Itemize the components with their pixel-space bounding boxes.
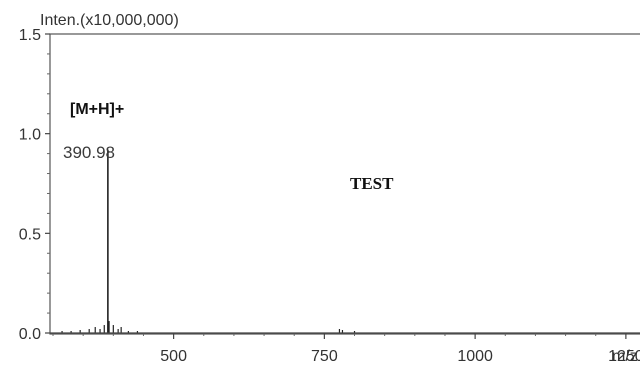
y-axis-title: Inten.(x10,000,000) xyxy=(40,12,179,29)
x-axis-ticks: 500 750 1000 1250 xyxy=(52,333,640,365)
y-tick-label: 1.5 xyxy=(19,27,41,44)
y-axis-ticks: 0.0 0.5 1.0 1.5 xyxy=(19,27,50,343)
adduct-label: [M+H]+ xyxy=(70,101,124,118)
x-tick-label: 1000 xyxy=(457,348,493,365)
peak-mz-label: 390.98 xyxy=(63,143,115,162)
y-tick-label: 0.0 xyxy=(19,326,41,343)
x-axis-title: m/z xyxy=(612,348,638,365)
overlay-text: TEST xyxy=(350,174,394,193)
y-tick-label: 1.0 xyxy=(19,127,41,144)
x-tick-label: 1250 xyxy=(608,348,640,365)
x-tick-label: 750 xyxy=(311,348,338,365)
plot-frame xyxy=(49,33,640,335)
x-tick-label: 500 xyxy=(160,348,187,365)
y-tick-label: 0.5 xyxy=(19,226,41,243)
spectrum-peaks xyxy=(61,149,356,333)
